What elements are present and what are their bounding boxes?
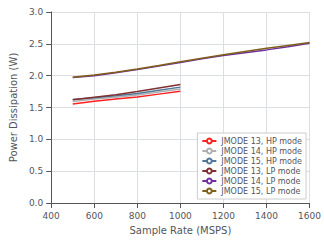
svg-text:3.0: 3.0 [29,7,44,17]
svg-text:JMODE 15, HP mode: JMODE 15, HP mode [220,157,302,166]
svg-text:JMODE 13, HP mode: JMODE 13, HP mode [220,137,302,146]
svg-text:Sample Rate (MSPS): Sample Rate (MSPS) [129,225,231,236]
svg-text:2.5: 2.5 [29,39,43,49]
svg-text:1.0: 1.0 [29,134,44,144]
svg-text:1.5: 1.5 [29,103,43,113]
svg-text:2.0: 2.0 [29,71,44,81]
svg-text:JMODE 13, LP mode: JMODE 13, LP mode [220,167,300,176]
svg-text:1200: 1200 [212,211,235,221]
svg-text:Power Dissipation (W): Power Dissipation (W) [8,53,19,163]
svg-text:0.5: 0.5 [29,166,43,176]
svg-text:0.0: 0.0 [29,198,44,208]
svg-text:800: 800 [129,211,146,221]
svg-text:JMODE 14, LP mode: JMODE 14, LP mode [220,177,300,186]
svg-text:1400: 1400 [255,211,278,221]
svg-text:400: 400 [43,211,60,221]
svg-text:JMODE 15, LP mode: JMODE 15, LP mode [220,187,300,196]
svg-text:1600: 1600 [298,211,321,221]
svg-text:600: 600 [86,211,103,221]
svg-text:JMODE 14, HP mode: JMODE 14, HP mode [220,147,302,156]
svg-text:1000: 1000 [169,211,192,221]
